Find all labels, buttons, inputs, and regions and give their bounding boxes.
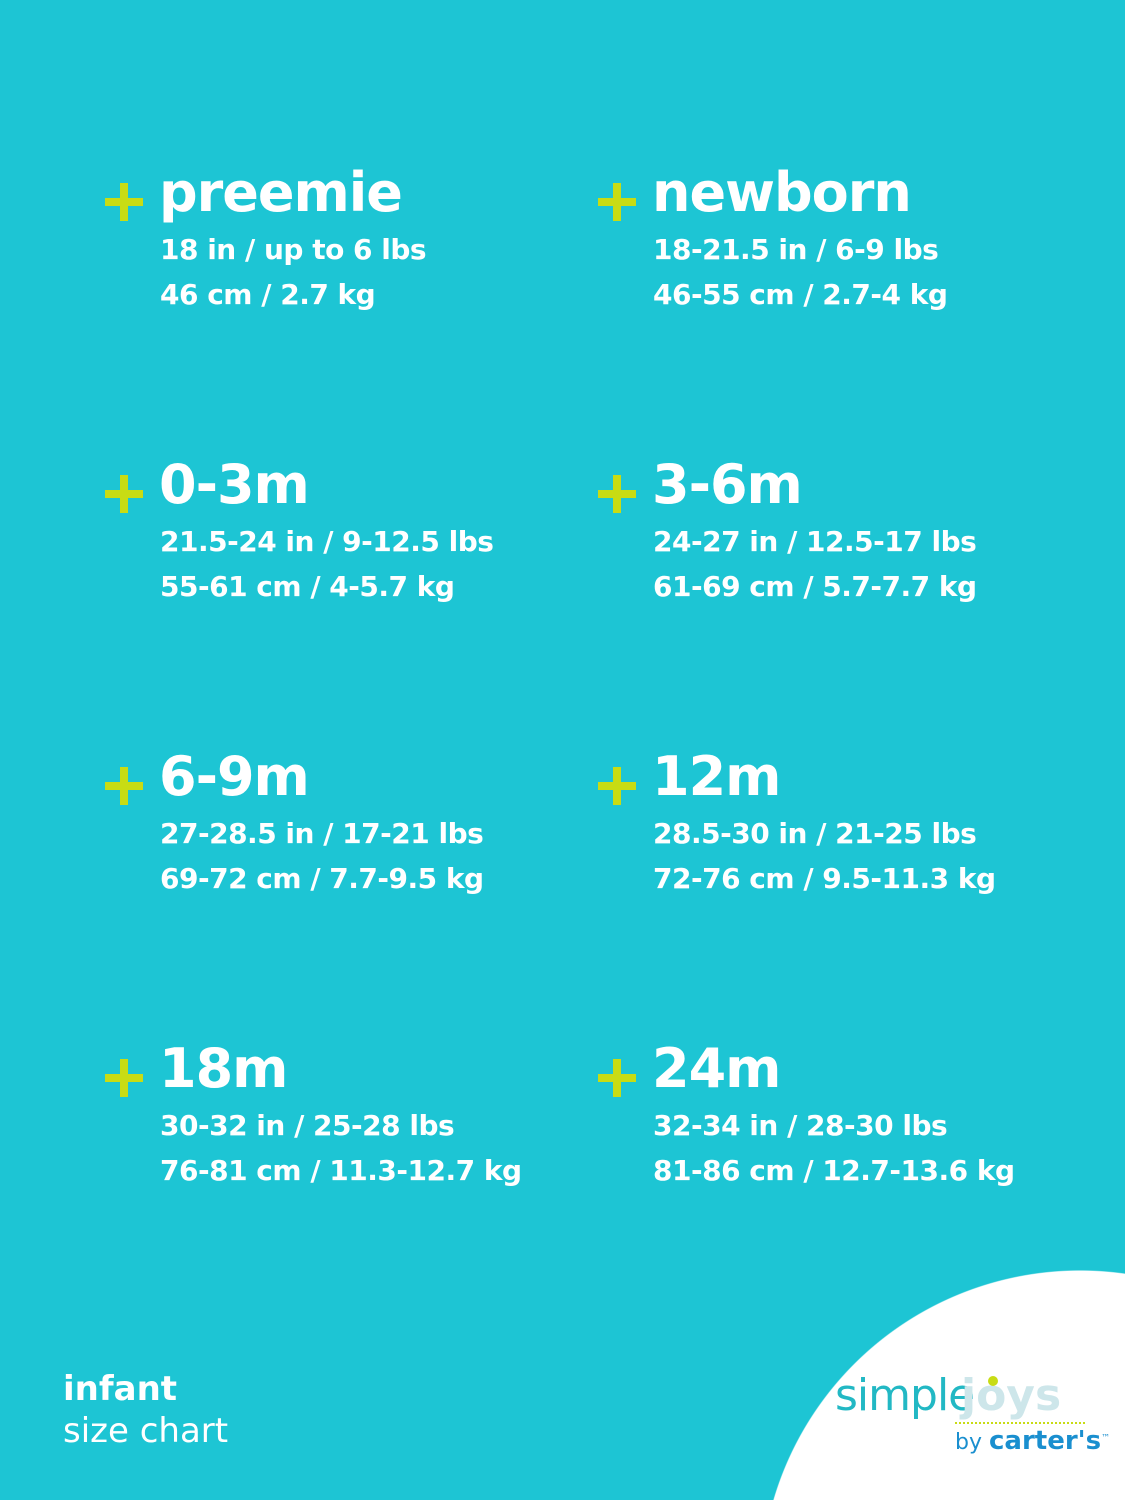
size-imperial: 21.5-24 in / 9-12.5 lbs xyxy=(160,525,494,558)
size-metric: 46-55 cm / 2.7-4 kg xyxy=(653,278,948,311)
size-row: 6-9m 27-28.5 in / 17-21 lbs 69-72 cm / 7.7… xyxy=(0,745,1125,1041)
size-name: preemie xyxy=(159,161,403,224)
plus-icon xyxy=(105,1059,143,1097)
size-imperial: 30-32 in / 25-28 lbs xyxy=(160,1109,455,1142)
size-metric: 72-76 cm / 9.5-11.3 kg xyxy=(653,862,996,895)
logo-simple: simple xyxy=(835,1370,975,1421)
plus-icon xyxy=(105,767,143,805)
plus-icon xyxy=(105,475,143,513)
size-name: newborn xyxy=(652,161,912,224)
size-name: 18m xyxy=(159,1037,288,1100)
plus-icon xyxy=(105,183,143,221)
size-imperial: 32-34 in / 28-30 lbs xyxy=(653,1109,948,1142)
size-row: 0-3m 21.5-24 in / 9-12.5 lbs 55-61 cm / 4-… xyxy=(0,453,1125,749)
caption-regular: size chart xyxy=(63,1411,229,1451)
plus-icon xyxy=(598,1059,636,1097)
size-name: 0-3m xyxy=(159,453,310,516)
logo-tm: ™ xyxy=(1101,1433,1111,1444)
size-metric: 81-86 cm / 12.7-13.6 kg xyxy=(653,1154,1015,1187)
size-imperial: 18 in / up to 6 lbs xyxy=(160,233,427,266)
size-row: 18m 30-32 in / 25-28 lbs 76-81 cm / 11.3-1… xyxy=(0,1037,1125,1333)
size-name: 24m xyxy=(652,1037,781,1100)
logo-joys: joys xyxy=(961,1370,1062,1421)
plus-icon xyxy=(598,475,636,513)
size-metric: 76-81 cm / 11.3-12.7 kg xyxy=(160,1154,522,1187)
size-row: preemie 18 in / up to 6 lbs 46 cm / 2.7 kg… xyxy=(0,161,1125,457)
size-metric: 61-69 cm / 5.7-7.7 kg xyxy=(653,570,977,603)
caption-bold: infant xyxy=(63,1369,178,1409)
size-imperial: 18-21.5 in / 6-9 lbs xyxy=(653,233,939,266)
size-metric: 55-61 cm / 4-5.7 kg xyxy=(160,570,455,603)
logo-by-carters: by carter's™ xyxy=(955,1426,1110,1456)
size-imperial: 24-27 in / 12.5-17 lbs xyxy=(653,525,977,558)
size-name: 12m xyxy=(652,745,781,808)
logo-brand: carter's xyxy=(988,1426,1102,1456)
size-imperial: 27-28.5 in / 17-21 lbs xyxy=(160,817,484,850)
size-metric: 46 cm / 2.7 kg xyxy=(160,278,376,311)
logo-dot xyxy=(988,1376,998,1386)
size-name: 3-6m xyxy=(652,453,803,516)
plus-icon xyxy=(598,767,636,805)
size-metric: 69-72 cm / 7.7-9.5 kg xyxy=(160,862,484,895)
size-imperial: 28.5-30 in / 21-25 lbs xyxy=(653,817,977,850)
size-grid: preemie 18 in / up to 6 lbs 46 cm / 2.7 kg… xyxy=(0,161,1125,1333)
size-name: 6-9m xyxy=(159,745,310,808)
logo-dotted-line xyxy=(955,1422,1085,1424)
chart-caption: infant size chart xyxy=(63,1368,228,1452)
logo-by: by xyxy=(955,1430,982,1455)
plus-icon xyxy=(598,183,636,221)
brand-logo: simple joys by carter's™ xyxy=(835,1370,1110,1470)
